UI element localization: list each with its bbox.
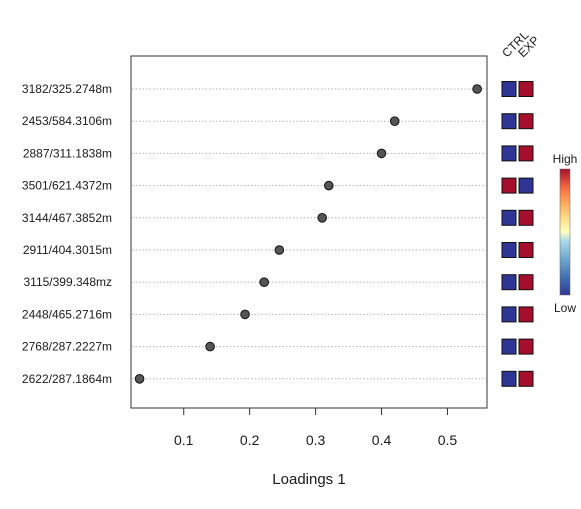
heatmap-cell-ctrl	[501, 81, 517, 97]
heatmap-cell-exp	[518, 145, 534, 162]
heatmap-cell-ctrl	[501, 370, 517, 387]
heatmap-cell-ctrl	[501, 306, 517, 323]
data-point	[134, 374, 145, 384]
x-tick-label: 0.3	[306, 432, 326, 448]
plot-frame	[130, 55, 488, 409]
heatmap-cell-exp	[518, 81, 534, 97]
heatmap-cell-exp	[518, 177, 534, 194]
legend-color-bar	[559, 168, 571, 296]
feature-label: 2453/584.3106m	[22, 114, 112, 128]
legend-low-label: Low	[554, 301, 576, 315]
data-point	[472, 84, 482, 94]
heatmap-cell-ctrl	[501, 209, 517, 226]
heatmap-cell-exp	[518, 306, 534, 323]
heatmap-cell-exp	[518, 113, 534, 130]
heatmap-cell-ctrl	[501, 113, 517, 130]
heatmap-cell-ctrl	[501, 177, 517, 194]
x-tick-label: 0.4	[372, 432, 392, 448]
data-point	[259, 277, 269, 288]
x-axis-title: Loadings 1	[272, 471, 345, 488]
feature-label: 2887/311.1838m	[23, 146, 112, 160]
grid-lines	[132, 88, 486, 380]
heatmap-cell-ctrl	[501, 145, 517, 162]
heatmap-cell-exp	[518, 338, 534, 355]
feature-label: 3182/325.2748m	[22, 82, 112, 96]
data-point	[389, 116, 400, 126]
x-axis: 0.1 0.2 0.3 0.4 0.5	[174, 408, 457, 448]
heatmap-cell-ctrl	[501, 274, 517, 291]
feature-label: 3501/621.4372m	[22, 179, 112, 193]
x-tick-label: 0.5	[438, 432, 458, 448]
heatmap-cell-ctrl	[501, 338, 517, 355]
heatmap-cell-ctrl	[501, 242, 517, 258]
x-tick-label: 0.2	[240, 432, 260, 448]
feature-label: 2448/465.2716m	[22, 307, 112, 321]
data-point	[205, 341, 215, 352]
heatmap-cell-exp	[518, 274, 534, 291]
feature-label: 3115/399.348mz	[23, 275, 112, 289]
heatmap-cell-exp	[518, 209, 534, 226]
feature-labels: 3182/325.2748m 2453/584.3106m 2887/311.183…	[22, 82, 112, 386]
x-tick-label: 0.1	[174, 432, 194, 448]
legend-high-label: High	[553, 152, 578, 166]
data-point	[323, 180, 334, 191]
data-point	[376, 148, 387, 159]
feature-label: 2911/404.3015m	[23, 243, 112, 257]
data-point	[240, 309, 250, 320]
feature-label: 2768/287.2227m	[22, 340, 112, 354]
heatmap-cells	[501, 81, 534, 387]
feature-label: 2622/287.1864m	[22, 372, 112, 386]
data-point	[317, 213, 327, 223]
data-points	[134, 84, 482, 384]
color-legend: High Low	[553, 152, 578, 315]
feature-label: 3144/467.3852m	[22, 211, 112, 225]
heatmap-cell-exp	[518, 370, 534, 387]
heatmap-cell-exp	[518, 242, 534, 258]
data-point	[274, 245, 285, 255]
